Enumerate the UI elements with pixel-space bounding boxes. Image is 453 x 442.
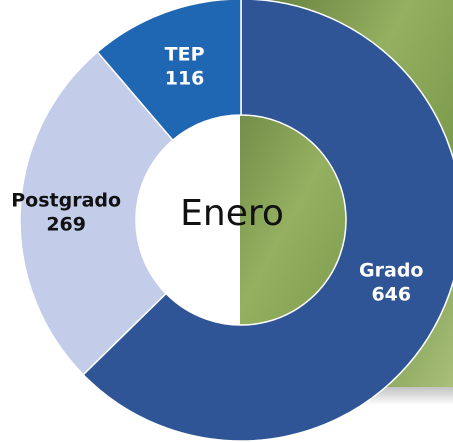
segment-value: 646 [371, 284, 411, 306]
segment-label: TEP [165, 44, 205, 66]
segment-value: 269 [46, 213, 86, 235]
page: Enero Grado646Postgrado269TEP116 (() => … [0, 0, 453, 442]
segment-label: Postgrado [11, 189, 121, 211]
segment-label: Grado [359, 260, 423, 282]
chart: Enero Grado646 Postgrado269 TEP116 [0, 0, 453, 442]
segment-value: 116 [165, 68, 205, 90]
center-title: Enero [180, 193, 284, 234]
